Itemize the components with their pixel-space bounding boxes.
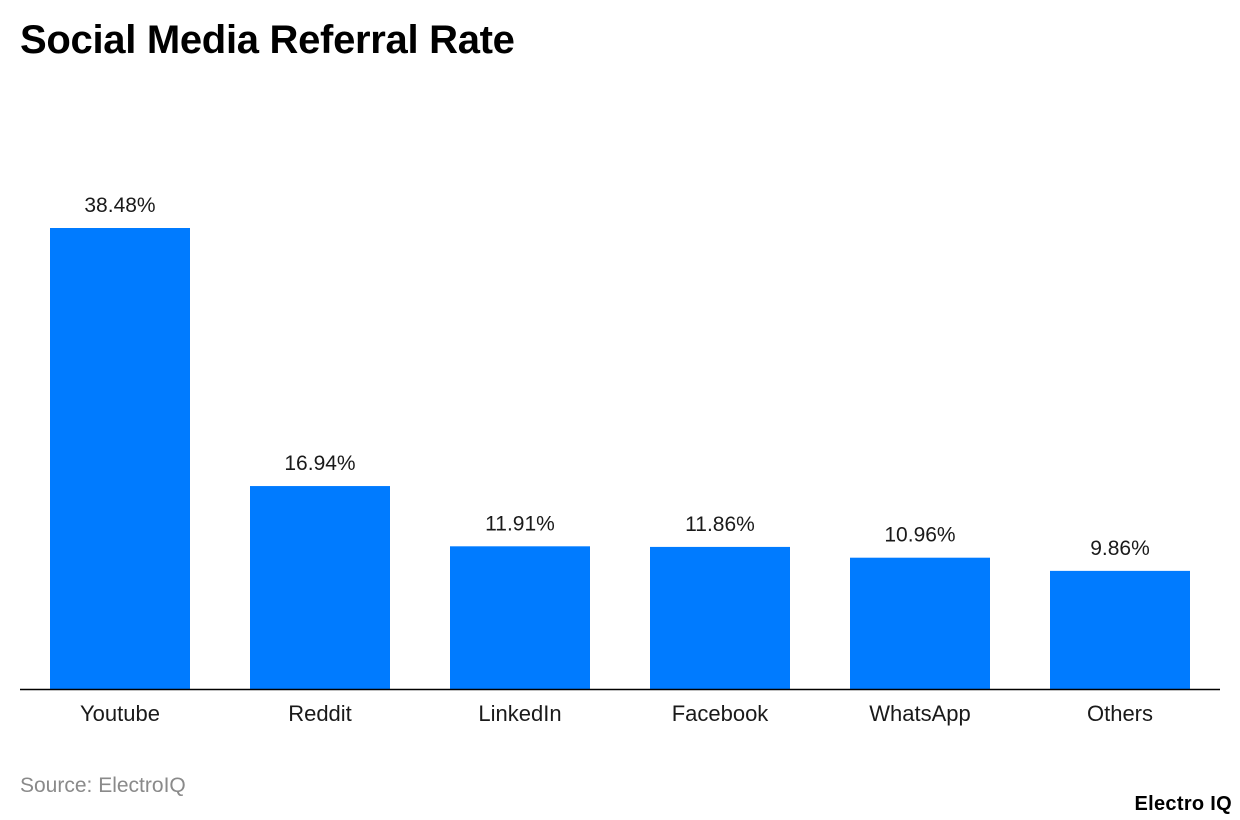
value-label-reddit: 16.94% xyxy=(284,452,355,475)
bar-linkedin xyxy=(450,546,590,689)
category-label-facebook: Facebook xyxy=(672,701,770,726)
category-label-whatsapp: WhatsApp xyxy=(869,701,971,726)
bars-group xyxy=(50,228,1190,689)
category-label-youtube: Youtube xyxy=(80,701,160,726)
value-label-linkedin: 11.91% xyxy=(485,512,555,535)
value-label-facebook: 11.86% xyxy=(685,513,755,536)
chart-title: Social Media Referral Rate xyxy=(20,18,515,62)
category-label-reddit: Reddit xyxy=(288,701,352,726)
category-label-linkedin: LinkedIn xyxy=(478,701,561,726)
category-labels-group: Youtube Reddit LinkedIn Facebook WhatsApp Oth… xyxy=(80,701,1153,726)
brand-logo: Electro IQ xyxy=(1134,793,1232,815)
value-label-youtube: 38.48% xyxy=(84,194,155,217)
value-label-whatsapp: 10.96% xyxy=(884,524,955,547)
bar-others xyxy=(1050,570,1190,689)
value-labels-group: 38.48% 16.94% 11.91% 11.86% 10.96% 9.86% xyxy=(84,194,1149,560)
bar-reddit xyxy=(250,486,390,689)
bar-youtube xyxy=(50,228,190,689)
source-note: Source: ElectroIQ xyxy=(20,774,186,797)
value-label-others: 9.86% xyxy=(1090,537,1150,560)
bar-facebook xyxy=(650,546,790,689)
category-label-others: Others xyxy=(1087,701,1153,726)
bar-whatsapp xyxy=(850,557,990,689)
